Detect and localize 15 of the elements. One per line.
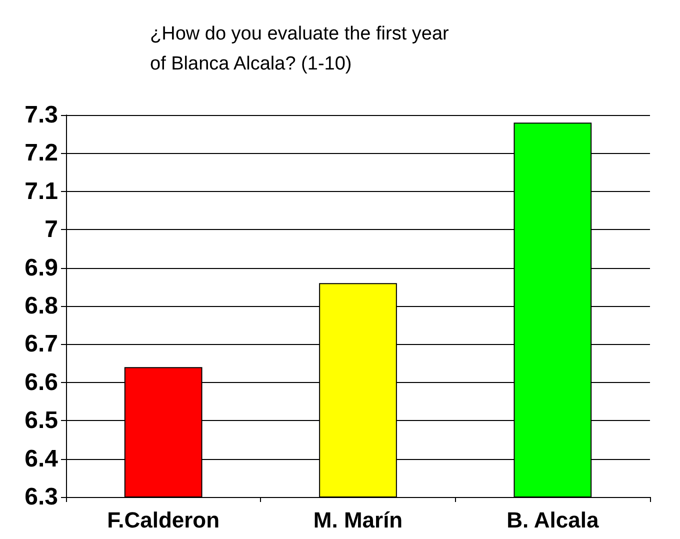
y-tick-label: 6.5 bbox=[24, 407, 58, 434]
y-tick-label: 6.7 bbox=[24, 330, 58, 358]
y-tick-label: 7.2 bbox=[24, 140, 58, 167]
y-tick-label: 6.8 bbox=[24, 292, 58, 320]
y-tick-label: 6.4 bbox=[24, 445, 59, 472]
x-tick-label: F.Calderon bbox=[107, 508, 220, 532]
y-tick-label: 7 bbox=[44, 216, 58, 244]
x-tick-label: M. Marín bbox=[313, 508, 403, 532]
chart-title: ¿How do you evaluate the first year of Blanca Alcala? (1-10) bbox=[150, 24, 450, 74]
y-tick-label: 6.6 bbox=[24, 368, 58, 396]
y-tick-label: 7.1 bbox=[24, 178, 58, 205]
y-tick-label: 6.3 bbox=[24, 484, 58, 510]
y-tick-label: 6.9 bbox=[24, 254, 58, 282]
y-tick-label: 7.3 bbox=[24, 102, 58, 128]
x-tick-label: B. Alcala bbox=[506, 508, 600, 532]
